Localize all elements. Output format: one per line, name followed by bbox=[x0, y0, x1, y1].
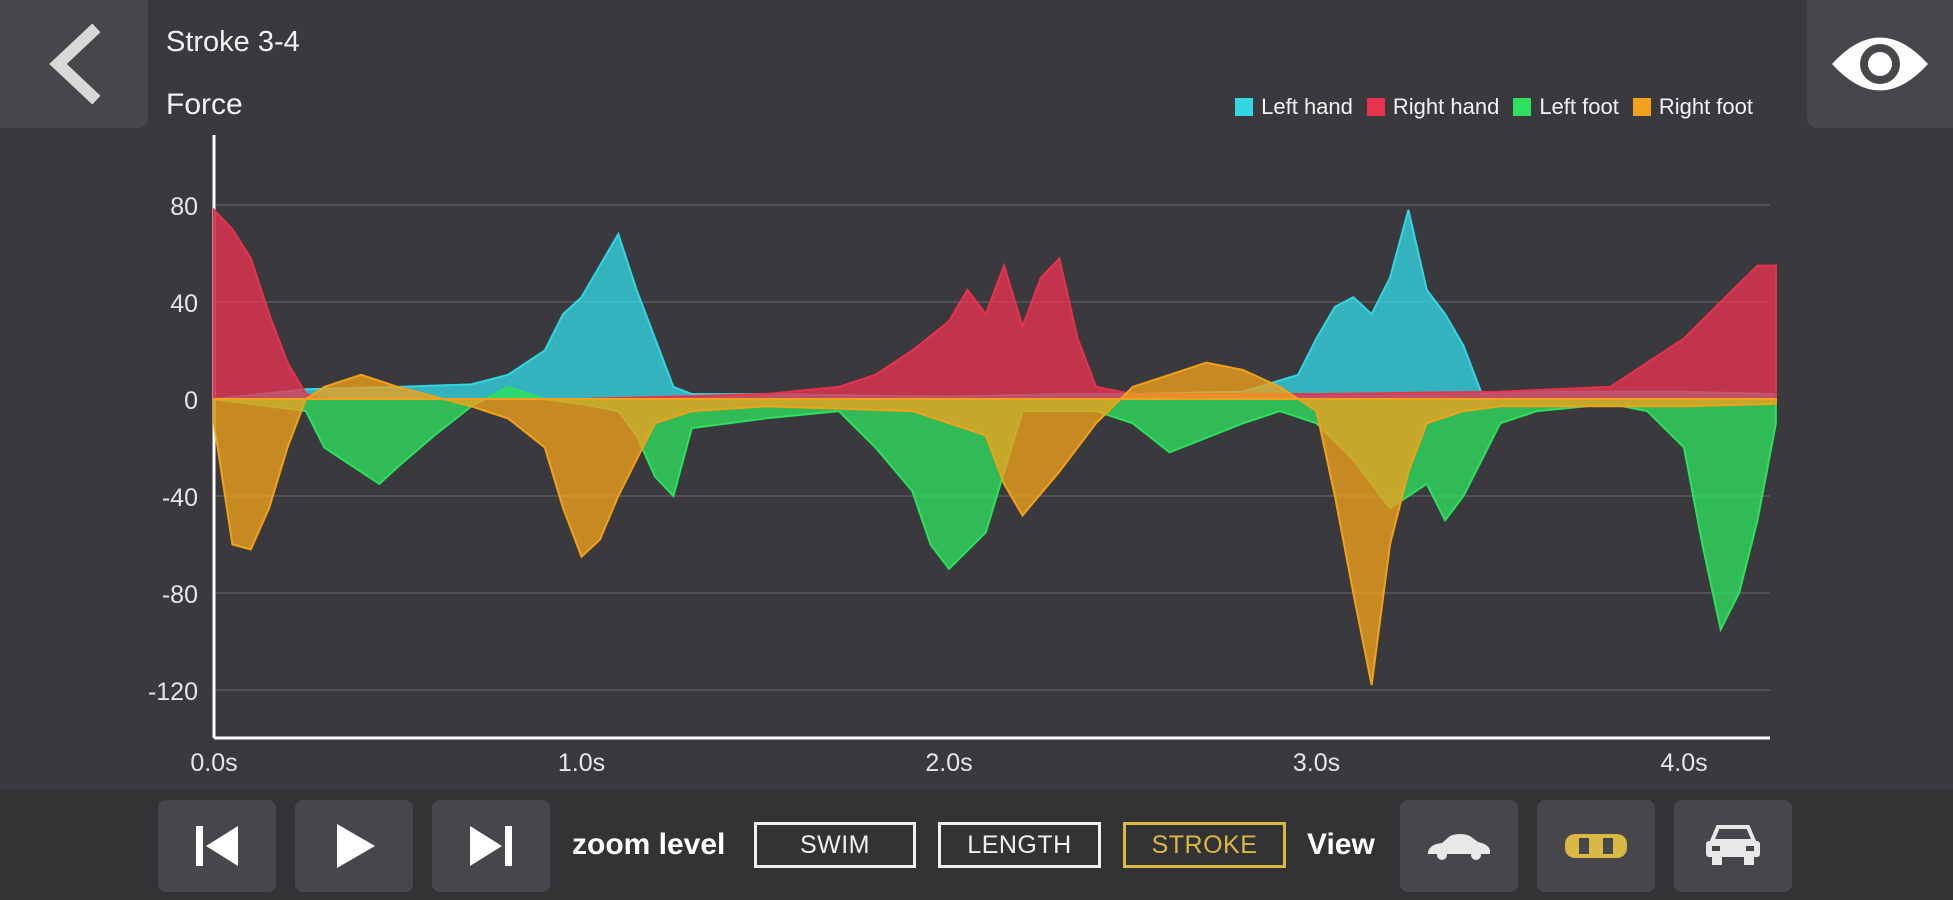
y-tick-label: -80 bbox=[162, 581, 198, 609]
chevron-left-icon bbox=[49, 24, 101, 104]
chart-legend: Left hand Right hand Left foot Right foo… bbox=[1235, 94, 1753, 120]
x-tick-label: 1.0s bbox=[558, 749, 605, 777]
x-tick-label: 2.0s bbox=[925, 749, 972, 777]
y-tick-label: 0 bbox=[184, 387, 198, 415]
front-view-button[interactable] bbox=[1674, 800, 1792, 892]
y-tick-label: 40 bbox=[170, 290, 198, 318]
right-foot-area bbox=[213, 361, 1777, 686]
legend-item-right-hand: Right hand bbox=[1366, 94, 1500, 120]
zoom-stroke-button[interactable]: STROKE bbox=[1123, 822, 1286, 868]
skip-forward-button[interactable] bbox=[432, 800, 550, 892]
skip-forward-icon bbox=[470, 826, 512, 866]
legend-swatch bbox=[1513, 98, 1532, 116]
legend-swatch bbox=[1632, 98, 1651, 116]
legend-label: Right foot bbox=[1658, 94, 1753, 119]
legend-swatch bbox=[1235, 98, 1254, 116]
back-button[interactable] bbox=[0, 0, 148, 128]
page-title: Stroke 3-4 bbox=[166, 26, 300, 58]
play-button[interactable] bbox=[295, 800, 413, 892]
side-view-button[interactable] bbox=[1400, 800, 1518, 892]
legend-item-right-foot: Right foot bbox=[1632, 94, 1753, 120]
eye-button[interactable] bbox=[1807, 0, 1953, 128]
legend-label: Right hand bbox=[1392, 94, 1500, 119]
x-tick-label: 0.0s bbox=[190, 749, 237, 777]
eye-icon bbox=[1832, 37, 1928, 91]
legend-item-left-hand: Left hand bbox=[1235, 94, 1353, 120]
legend-swatch bbox=[1366, 98, 1385, 116]
x-tick-label: 3.0s bbox=[1293, 749, 1340, 777]
x-tick-label: 4.0s bbox=[1660, 749, 1707, 777]
side-view-icon bbox=[1428, 834, 1490, 860]
skip-back-icon bbox=[196, 826, 238, 866]
view-label: View bbox=[1307, 828, 1375, 861]
top-view-button[interactable] bbox=[1537, 800, 1655, 892]
top-view-icon bbox=[1565, 834, 1627, 858]
legend-item-left-foot: Left foot bbox=[1513, 94, 1619, 120]
y-tick-label: -40 bbox=[162, 484, 198, 512]
zoom-length-button[interactable]: LENGTH bbox=[938, 822, 1101, 868]
y-tick-label: 80 bbox=[170, 193, 198, 221]
y-tick-label: -120 bbox=[148, 678, 198, 706]
play-icon bbox=[337, 824, 375, 868]
front-view-icon bbox=[1706, 825, 1760, 865]
legend-label: Left hand bbox=[1261, 94, 1353, 119]
skip-back-button[interactable] bbox=[158, 800, 276, 892]
chart-y-label: Force bbox=[166, 88, 243, 121]
zoom-level-label: zoom level bbox=[572, 828, 726, 861]
zoom-swim-button[interactable]: SWIM bbox=[754, 822, 916, 868]
right-hand-area bbox=[213, 207, 1777, 400]
legend-label: Left foot bbox=[1539, 94, 1619, 119]
force-chart: 80 40 0 -40 -80 -120 0.0s 1.0s 2.0s 3.0s 4.0s bbox=[148, 135, 1777, 777]
